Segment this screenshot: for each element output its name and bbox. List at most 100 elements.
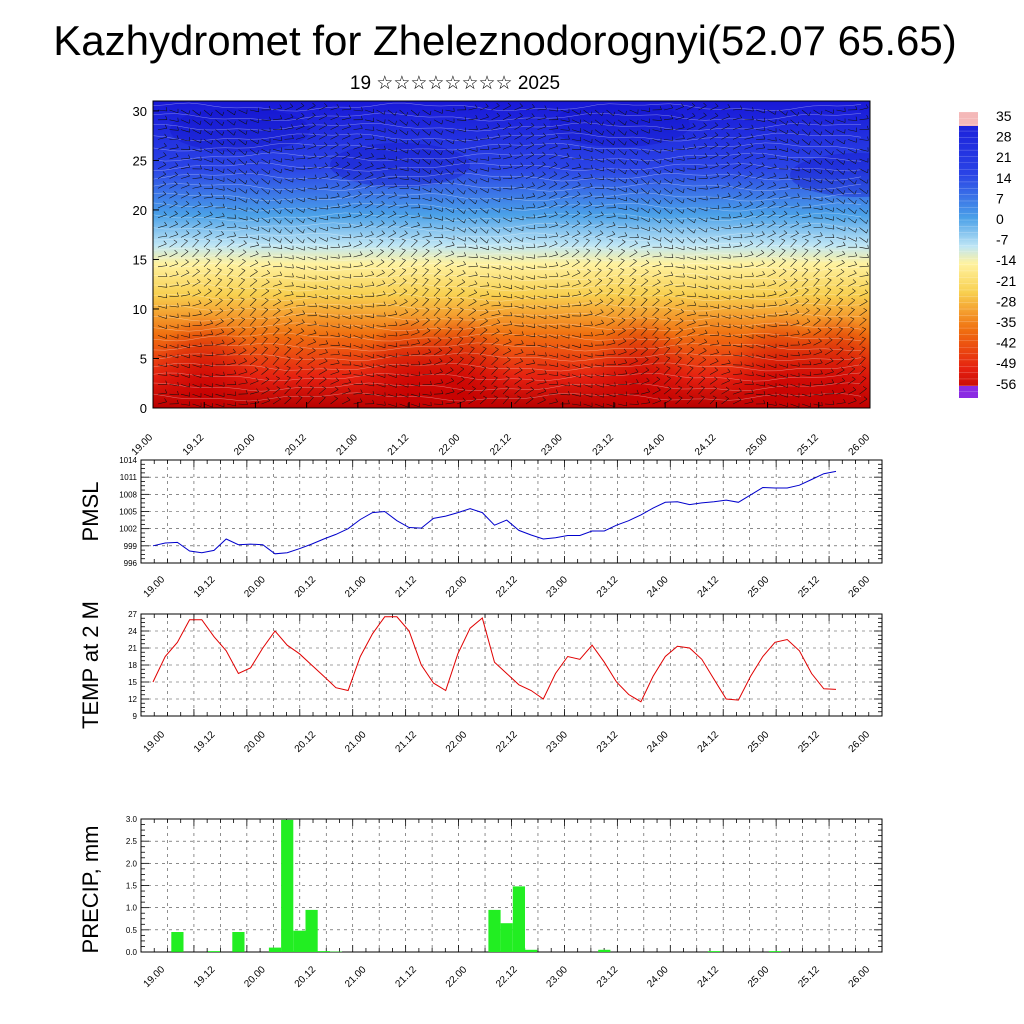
wind-barb xyxy=(801,178,811,182)
wind-barb-flag xyxy=(850,317,855,320)
wind-barb xyxy=(226,188,236,193)
wind-barb-flag xyxy=(380,259,385,263)
wind-barb-flag xyxy=(820,369,823,374)
wind-barb-flag xyxy=(292,188,294,193)
wind-barb-flag xyxy=(601,319,604,324)
wind-barb xyxy=(192,393,202,398)
wind-barb-flag xyxy=(291,199,294,204)
wind-barb xyxy=(238,243,247,248)
wind-barb-flag xyxy=(762,270,765,275)
wind-barb xyxy=(295,197,305,203)
wind-barb-flag xyxy=(287,336,292,340)
wind-barb xyxy=(410,109,419,116)
wind-barb-flag xyxy=(437,258,442,262)
wind-barb-flag xyxy=(507,357,511,360)
wind-barb xyxy=(617,373,628,375)
wind-barb xyxy=(525,227,535,230)
wind-barb xyxy=(514,155,523,160)
heatmap-field xyxy=(153,101,870,408)
wind-barb xyxy=(824,207,834,212)
wind-barb xyxy=(824,403,835,405)
wind-barb xyxy=(318,256,328,260)
wind-barb-flag xyxy=(727,113,731,117)
wind-barb-flag xyxy=(763,126,766,131)
wind-barb-flag xyxy=(866,229,869,234)
wind-barb xyxy=(755,315,765,318)
wind-barb xyxy=(157,286,168,288)
wind-barb xyxy=(226,241,235,248)
wind-barb xyxy=(537,174,546,179)
wind-barb xyxy=(755,119,765,122)
wind-barb xyxy=(721,107,731,111)
wind-barb-flag xyxy=(760,249,765,254)
wind-barb-flag xyxy=(268,219,271,224)
wind-barb-flag xyxy=(382,280,386,284)
wind-barb xyxy=(663,328,671,336)
wind-barb-flag xyxy=(867,253,869,258)
wind-barb xyxy=(192,403,202,407)
wind-barb xyxy=(272,197,281,205)
wind-barb-flag xyxy=(655,366,660,370)
wind-barb xyxy=(387,177,398,179)
wind-barb-flag xyxy=(855,105,858,110)
wind-barb-flag xyxy=(264,307,269,310)
wind-barb-flag xyxy=(634,358,638,362)
heatmap-x-tick-label: 19.00 xyxy=(130,432,156,458)
wind-barb xyxy=(180,325,190,328)
wind-barb xyxy=(686,276,696,279)
wind-barb xyxy=(571,213,581,219)
wind-barb xyxy=(307,246,317,251)
wind-barb xyxy=(721,325,731,329)
wind-barb xyxy=(709,155,719,160)
wind-barb-flag xyxy=(774,290,777,295)
wind-barb xyxy=(491,105,500,111)
wind-barb-flag xyxy=(655,307,660,310)
wind-barb-flag xyxy=(693,310,697,315)
wind-barb-flag xyxy=(636,140,639,145)
heatmap-contour xyxy=(153,192,861,202)
wind-barb xyxy=(456,197,465,205)
wind-barb-flag xyxy=(218,238,223,242)
wind-barb-flag xyxy=(323,132,328,136)
wind-barb xyxy=(272,107,282,111)
wind-barb xyxy=(192,303,202,307)
wind-barb-flag xyxy=(197,230,201,234)
wind-barb xyxy=(548,354,558,358)
wind-barb xyxy=(203,270,211,277)
wind-barb-flag xyxy=(831,170,834,175)
wind-barb-flag xyxy=(671,189,673,194)
wind-barb-flag xyxy=(234,380,237,385)
wind-barb xyxy=(560,315,570,318)
wind-barb xyxy=(433,319,441,326)
wind-barb xyxy=(479,158,489,161)
wind-barb xyxy=(410,403,420,408)
precip-y-tick-label: 3.0 xyxy=(126,815,138,824)
wind-barb xyxy=(399,139,408,145)
wind-barb-flag xyxy=(682,124,685,128)
wind-barb xyxy=(445,207,454,214)
wind-barb-flag xyxy=(265,376,270,380)
wind-barb-flag xyxy=(786,173,789,178)
wind-barb xyxy=(284,127,294,130)
wind-barb xyxy=(284,106,293,111)
wind-barb-flag xyxy=(751,124,754,129)
wind-barb-flag xyxy=(384,110,386,115)
wind-barb-flag xyxy=(326,322,329,327)
wind-barb xyxy=(399,205,409,209)
wind-barb-flag xyxy=(867,168,869,173)
wind-barb-flag xyxy=(209,309,213,313)
wind-barb xyxy=(456,148,466,154)
wind-barb-flag xyxy=(211,184,214,189)
wind-barb-flag xyxy=(717,331,720,336)
wind-barb xyxy=(410,158,419,164)
wind-barb-flag xyxy=(521,340,524,344)
wind-barb xyxy=(652,227,661,233)
wind-barb-flag xyxy=(797,121,800,126)
wind-barb-flag xyxy=(579,154,582,159)
wind-barb xyxy=(640,217,650,223)
wind-barb xyxy=(824,109,834,114)
wind-barb xyxy=(859,357,866,365)
wind-barb xyxy=(422,403,432,407)
wind-barb xyxy=(468,274,478,277)
wind-barb-flag xyxy=(613,150,616,155)
